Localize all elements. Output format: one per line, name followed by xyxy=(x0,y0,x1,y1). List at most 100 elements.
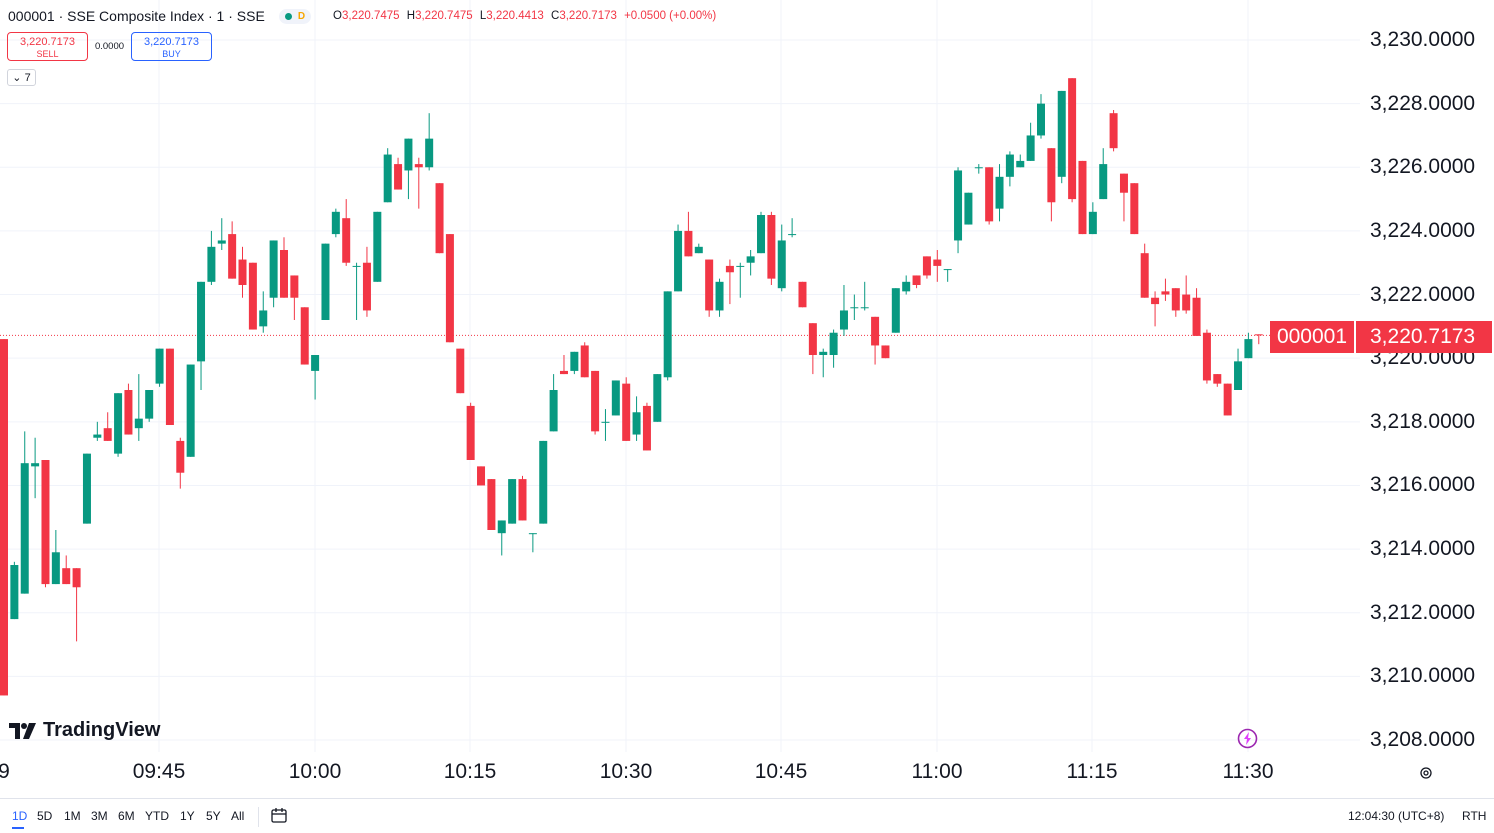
range-button-5y[interactable]: 5Y xyxy=(206,809,221,823)
candle-body xyxy=(290,275,299,298)
candlestick-chart[interactable] xyxy=(0,0,1494,798)
range-button-1d[interactable]: 1D xyxy=(12,809,28,823)
candle-body xyxy=(1213,374,1222,384)
candle xyxy=(922,256,931,279)
candle-body xyxy=(549,390,558,432)
range-button-3m[interactable]: 3M xyxy=(91,809,108,823)
y-tick-label: 3,224.0000 xyxy=(1370,218,1476,242)
y-tick-label: 3,230.0000 xyxy=(1370,28,1476,51)
candle-body xyxy=(1192,297,1201,336)
range-button-1y[interactable]: 1Y xyxy=(180,809,195,823)
candle xyxy=(964,192,973,225)
candle-body xyxy=(839,310,848,330)
clock-display[interactable]: 12:04:30 (UTC+8) xyxy=(1348,809,1445,823)
candle-body xyxy=(642,405,651,451)
toolbar-divider xyxy=(258,807,259,827)
candle-body xyxy=(124,390,133,435)
candle xyxy=(259,291,268,333)
candle xyxy=(601,409,610,441)
candle-body xyxy=(1005,154,1014,177)
candle-body xyxy=(725,265,734,273)
ohlc-key-open: O xyxy=(333,10,342,22)
candle-body xyxy=(300,307,309,365)
candle-body xyxy=(1057,90,1066,177)
settings-icon[interactable] xyxy=(1419,766,1433,780)
candle xyxy=(290,275,299,320)
y-tick-label: 3,222.0000 xyxy=(1370,282,1476,306)
candle xyxy=(902,275,911,295)
candle-body xyxy=(850,307,859,309)
tradingview-logo-icon xyxy=(9,722,36,739)
buy-button[interactable]: 3,220.7173 BUY xyxy=(131,32,212,61)
range-button-ytd[interactable]: YTD xyxy=(145,809,169,823)
tradingview-logo[interactable]: TradingView xyxy=(9,719,160,742)
candle xyxy=(352,262,361,320)
candle-body xyxy=(165,348,174,425)
range-button-5d[interactable]: 5D xyxy=(37,809,53,823)
calendar-range-icon[interactable] xyxy=(270,807,288,825)
y-tick-label: 3,212.0000 xyxy=(1370,600,1476,624)
ohlc-close: 3,220.7173 xyxy=(559,10,617,22)
candle xyxy=(1026,122,1035,161)
candle-body xyxy=(279,250,288,298)
candle xyxy=(383,148,392,203)
ohlc-values: O3,220.7475 H3,220.7475 L3,220.4413 C3,2… xyxy=(333,10,720,22)
candle-body xyxy=(414,164,423,168)
candle xyxy=(912,275,921,289)
price-tag-value: 3,220.7173 xyxy=(1356,321,1492,353)
candle-body xyxy=(1140,253,1149,298)
range-button-1m[interactable]: 1M xyxy=(64,809,81,823)
candle-body xyxy=(497,520,506,534)
candle-body xyxy=(311,355,320,371)
candle xyxy=(632,396,641,441)
candle-body xyxy=(674,230,683,292)
candle-body xyxy=(954,170,963,241)
candle xyxy=(653,374,662,422)
indicators-count: 7 xyxy=(24,72,31,84)
indicators-toggle-button[interactable]: ⌄ 7 xyxy=(7,69,36,86)
candle-body xyxy=(1130,183,1139,235)
candle-body xyxy=(518,479,527,521)
candle-body xyxy=(653,374,662,422)
candle xyxy=(725,259,734,305)
candle xyxy=(694,243,703,254)
candle-body xyxy=(114,393,123,454)
candle-body xyxy=(269,240,278,298)
candle xyxy=(321,243,330,320)
bolt-icon[interactable] xyxy=(1237,728,1258,749)
candle-body xyxy=(1026,135,1035,161)
sell-button[interactable]: 3,220.7173 SELL xyxy=(7,32,88,61)
candle xyxy=(197,281,206,390)
candle xyxy=(839,285,848,336)
candle-body xyxy=(477,466,486,486)
ohlc-low: 3,220.4413 xyxy=(486,10,544,22)
candle xyxy=(248,262,257,330)
session-toggle[interactable]: RTH xyxy=(1462,809,1487,823)
market-status[interactable]: D xyxy=(278,8,312,24)
candle xyxy=(829,329,838,368)
candle xyxy=(1005,151,1014,187)
candle-body xyxy=(933,259,942,266)
candle-body xyxy=(528,533,537,535)
candle xyxy=(1223,383,1232,416)
candle-body xyxy=(259,310,268,327)
candle xyxy=(82,453,91,524)
candle-body xyxy=(1037,103,1045,136)
candle-body xyxy=(601,421,610,423)
ohlc-change: +0.0500 (+0.00%) xyxy=(624,10,717,22)
candle-body xyxy=(1254,334,1263,336)
range-button-6m[interactable]: 6M xyxy=(118,809,135,823)
candle-body xyxy=(228,234,237,279)
candle xyxy=(41,460,50,588)
candle xyxy=(518,475,527,521)
symbol-title[interactable]: 000001 · SSE Composite Index · 1 · SSE xyxy=(8,8,265,24)
candle-body xyxy=(1119,173,1128,193)
candle xyxy=(663,291,672,381)
candle xyxy=(570,351,579,375)
candle-body xyxy=(1171,288,1180,311)
candle-body xyxy=(798,281,807,308)
candle-body xyxy=(974,167,983,169)
candle-body xyxy=(82,453,91,524)
candle xyxy=(985,167,994,225)
range-button-all[interactable]: All xyxy=(231,809,245,823)
